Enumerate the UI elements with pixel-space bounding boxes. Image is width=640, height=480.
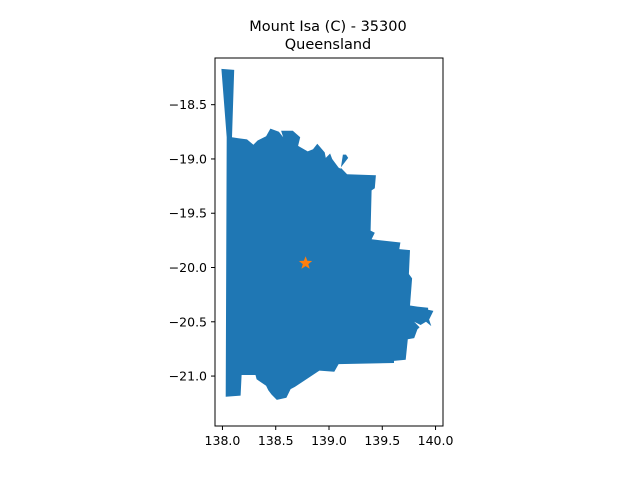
x-axis: 138.0 138.5 139.0 139.5 140.0 [205, 426, 454, 448]
x-tick-label: 138.5 [258, 433, 294, 448]
y-tick-label: −20.5 [169, 314, 207, 329]
y-tick-label: −20.0 [169, 260, 207, 275]
plot-area [221, 68, 434, 400]
lga-boundary-region [221, 68, 434, 400]
x-tick-label: 139.5 [364, 433, 400, 448]
map-subtitle: Queensland [285, 37, 372, 53]
y-tick-label: −18.5 [169, 97, 207, 112]
centroid-star-marker [298, 256, 313, 269]
star-icon [298, 256, 313, 269]
x-tick-label: 140.0 [418, 433, 454, 448]
x-tick-label: 138.0 [205, 433, 241, 448]
x-tick-label: 139.0 [311, 433, 347, 448]
map-title: Mount Isa (C) - 35300 [249, 19, 406, 35]
y-axis: −18.5 −19.0 −19.5 −20.0 −20.5 −21.0 [169, 97, 215, 384]
y-tick-label: −19.0 [169, 151, 207, 166]
y-tick-label: −21.0 [169, 369, 207, 384]
y-tick-label: −19.5 [169, 206, 207, 221]
